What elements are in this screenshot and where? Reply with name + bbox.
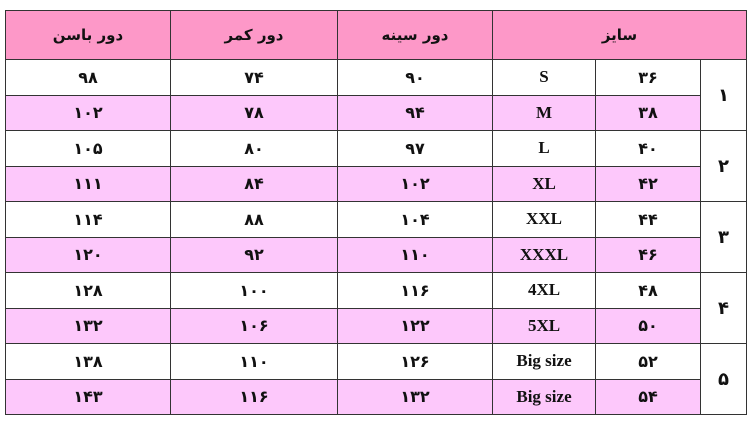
size-number-cell: ۳۸ [595, 94, 701, 131]
size-label-cell: M [492, 94, 596, 131]
size-label-cell: Big size [492, 343, 596, 380]
table-row: ۱۱۴ ۸۸ ۱۰۴ XXL ۴۴ ۳ [5, 201, 748, 273]
hip-cell: ۱۰۵ [5, 130, 171, 167]
size-number-cell: ۵۴ [595, 378, 701, 415]
group-number-cell: ۳ [699, 201, 748, 273]
table-row: ۱۰۵ ۸۰ ۹۷ L ۴۰ ۲ [5, 130, 748, 202]
waist-cell: ۱۱۶ [170, 378, 338, 415]
table-row: ۹۸ ۷۴ ۹۰ S ۳۶ ۱ [5, 59, 748, 131]
waist-cell: ۸۰ [170, 130, 338, 167]
waist-cell: ۱۱۰ [170, 343, 338, 380]
chest-cell: ۱۱۶ [337, 272, 493, 309]
hip-cell: ۱۰۲ [5, 94, 171, 131]
table-row: ۱۲۰ ۹۲ ۱۱۰ XXXL ۴۶ [5, 236, 747, 273]
size-label-cell: 5XL [492, 307, 596, 344]
chest-cell: ۱۰۲ [337, 165, 493, 202]
size-number-cell: ۵۲ [595, 343, 701, 380]
header-hip: دور باسن [5, 10, 171, 60]
hip-cell: ۱۲۰ [5, 236, 171, 273]
group-number-cell: ۴ [699, 272, 748, 344]
size-label-cell: L [492, 130, 596, 167]
size-number-cell: ۳۶ [595, 59, 701, 96]
hip-cell: ۱۱۴ [5, 201, 171, 238]
waist-cell: ۱۰۶ [170, 307, 338, 344]
hip-cell: ۱۳۲ [5, 307, 171, 344]
waist-cell: ۱۰۰ [170, 272, 338, 309]
table-row: ۱۰۲ ۷۸ ۹۴ M ۳۸ [5, 94, 747, 131]
chest-cell: ۹۴ [337, 94, 493, 131]
size-number-cell: ۴۶ [595, 236, 701, 273]
chest-cell: ۱۲۲ [337, 307, 493, 344]
size-label-cell: XXL [492, 201, 596, 238]
hip-cell: ۱۲۸ [5, 272, 171, 309]
header-chest: دور سینه [337, 10, 493, 60]
size-label-cell: XL [492, 165, 596, 202]
chest-cell: ۱۰۴ [337, 201, 493, 238]
waist-cell: ۷۴ [170, 59, 338, 96]
table-row: ۱۳۲ ۱۰۶ ۱۲۲ 5XL ۵۰ [5, 307, 747, 344]
header-size: سایز [491, 10, 748, 60]
waist-cell: ۸۸ [170, 201, 338, 238]
chest-cell: ۹۷ [337, 130, 493, 167]
group-number-cell: ۵ [699, 343, 748, 415]
size-chart-table: دور باسن دور کمر دور سینه سایز ۹۸ ۷۴ ۹۰ S ۳۶… [5, 10, 748, 415]
table-row: ۱۳۸ ۱۱۰ ۱۲۶ Big size ۵۲ ۵ [5, 343, 748, 415]
chest-cell: ۱۲۶ [337, 343, 493, 380]
hip-cell: ۱۴۳ [5, 378, 171, 415]
size-number-cell: ۴۸ [595, 272, 701, 309]
hip-cell: ۱۳۸ [5, 343, 171, 380]
size-number-cell: ۴۰ [595, 130, 701, 167]
size-label-cell: Big size [492, 378, 596, 415]
chest-cell: ۹۰ [337, 59, 493, 96]
waist-cell: ۹۲ [170, 236, 338, 273]
hip-cell: ۱۱۱ [5, 165, 171, 202]
size-label-cell: XXXL [492, 236, 596, 273]
group-number-cell: ۲ [699, 130, 748, 202]
size-label-cell: 4XL [492, 272, 596, 309]
chest-cell: ۱۱۰ [337, 236, 493, 273]
table-row: ۱۱۱ ۸۴ ۱۰۲ XL ۴۲ [5, 165, 747, 202]
hip-cell: ۹۸ [5, 59, 171, 96]
header-waist: دور کمر [170, 10, 338, 60]
size-label-cell: S [492, 59, 596, 96]
header-row: دور باسن دور کمر دور سینه سایز [5, 10, 748, 60]
waist-cell: ۷۸ [170, 94, 338, 131]
size-number-cell: ۵۰ [595, 307, 701, 344]
chest-cell: ۱۳۲ [337, 378, 493, 415]
size-number-cell: ۴۲ [595, 165, 701, 202]
table-row: ۱۴۳ ۱۱۶ ۱۳۲ Big size ۵۴ [5, 378, 747, 415]
size-number-cell: ۴۴ [595, 201, 701, 238]
group-number-cell: ۱ [699, 59, 748, 131]
table-row: ۱۲۸ ۱۰۰ ۱۱۶ 4XL ۴۸ ۴ [5, 272, 748, 344]
waist-cell: ۸۴ [170, 165, 338, 202]
